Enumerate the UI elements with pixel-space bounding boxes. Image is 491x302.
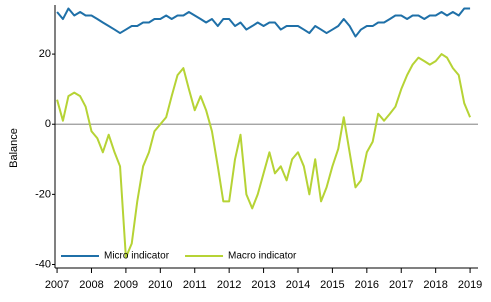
x-tick-label: 2018 [423, 279, 447, 291]
x-tick-label: 2008 [79, 279, 103, 291]
y-tick-label: -20 [35, 188, 51, 200]
legend-label: Macro indicator [228, 251, 297, 262]
x-tick-label: 2014 [286, 279, 310, 291]
x-tick-label: 2012 [217, 279, 241, 291]
series-line [56, 7, 471, 38]
x-tick-label: 2016 [355, 279, 379, 291]
x-tick-label: 2007 [45, 279, 69, 291]
legend-label: Micro indicator [104, 251, 170, 262]
x-tick-label: 2009 [114, 279, 138, 291]
y-axis-label: Balance [8, 128, 20, 168]
x-tick-label: 2019 [458, 279, 482, 291]
series-line [56, 53, 472, 259]
x-tick-label: 2010 [148, 279, 172, 291]
x-tick-label: 2015 [320, 279, 344, 291]
x-tick-label: 2011 [183, 279, 207, 291]
y-tick-label: 0 [45, 118, 51, 130]
x-tick-label: 2013 [251, 279, 275, 291]
y-tick-label: 20 [39, 48, 51, 60]
y-tick-label: -40 [35, 258, 51, 270]
x-tick-label: 2017 [389, 279, 413, 291]
